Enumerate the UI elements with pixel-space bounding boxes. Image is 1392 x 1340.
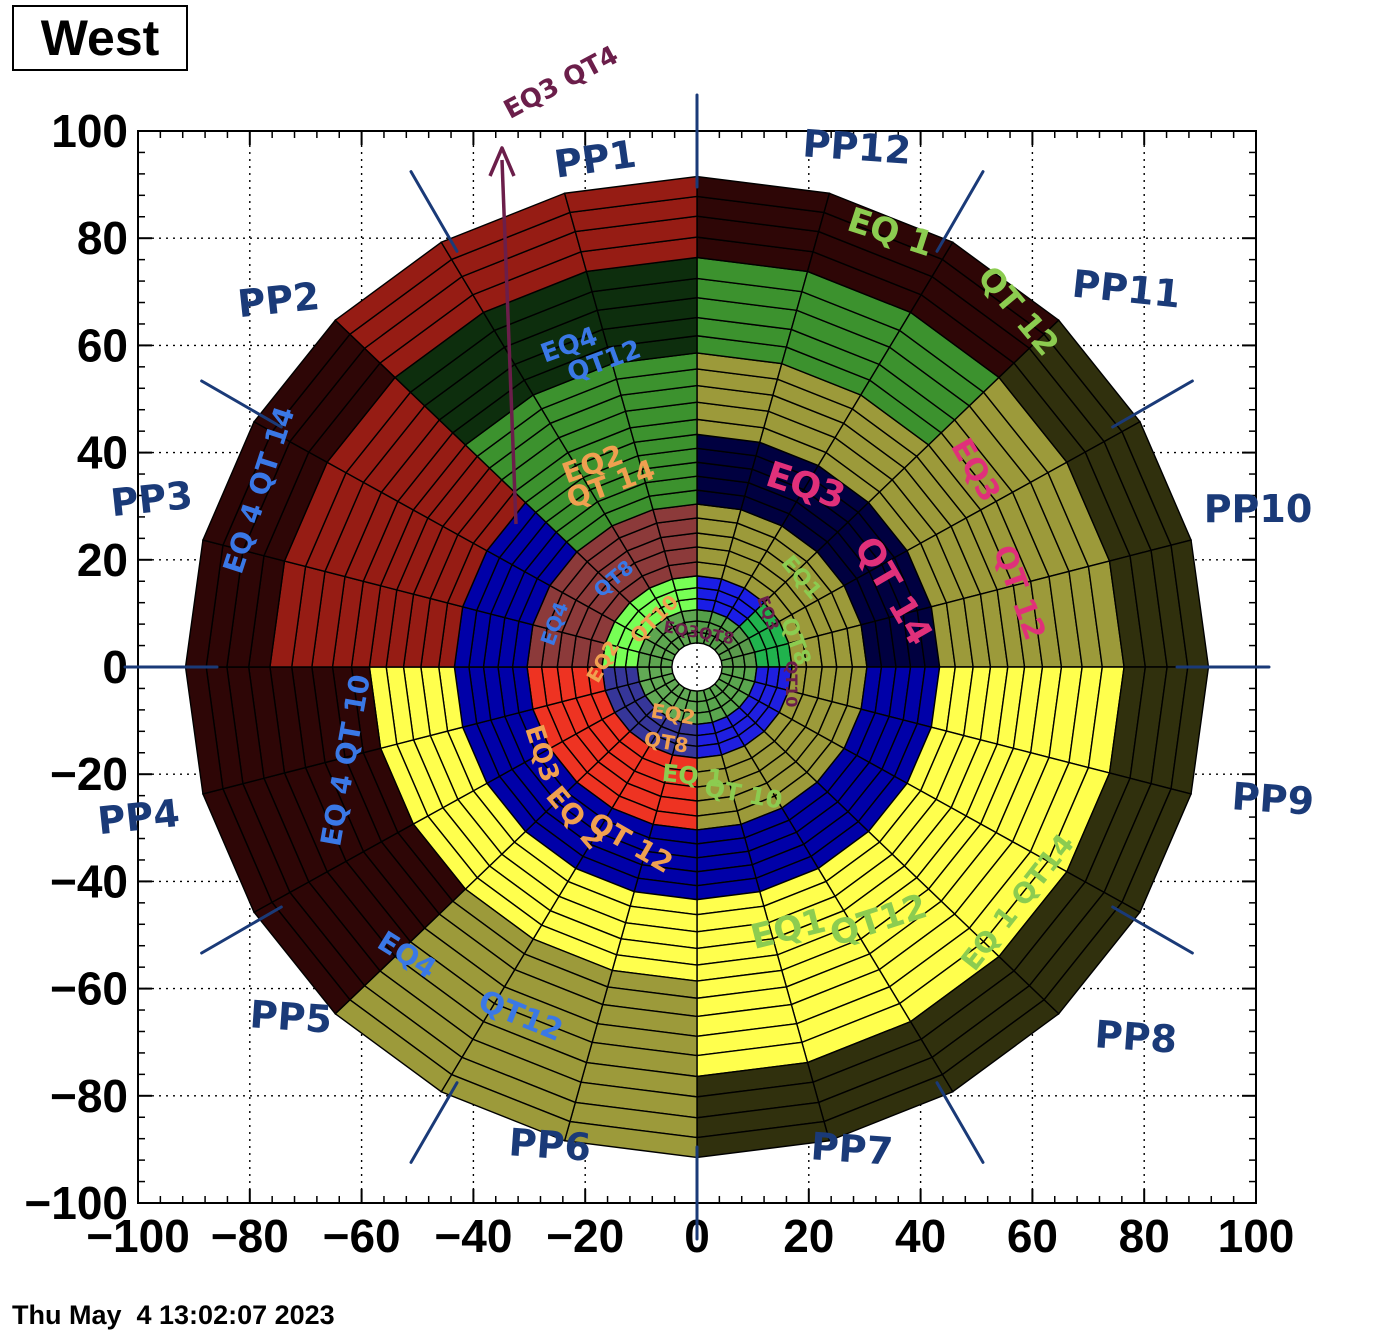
x-tick-label: 60 (1007, 1210, 1058, 1262)
y-tick-label: −20 (50, 748, 128, 800)
pp-label: PP9 (1230, 774, 1315, 824)
x-tick-label: −100 (86, 1210, 190, 1262)
timestamp: Thu May 4 13:02:07 2023 (12, 1300, 335, 1330)
y-tick-label: −40 (50, 855, 128, 907)
pp-label: PP12 (801, 121, 912, 172)
divider-stroke (200, 905, 283, 955)
x-tick-label: −20 (546, 1210, 624, 1262)
x-tick-label: 20 (783, 1210, 834, 1262)
pp-label: PP4 (95, 791, 181, 843)
pp-label: PP8 (1093, 1012, 1178, 1062)
eq-qt-label: EQ 1 (661, 759, 725, 793)
pp-label: PP7 (809, 1124, 894, 1174)
chart-title-box: West (12, 5, 188, 71)
x-tick-label: −40 (434, 1210, 512, 1262)
chart-title: West (40, 10, 160, 66)
y-tick-label: 80 (77, 212, 128, 264)
y-tick-label: 40 (77, 427, 128, 479)
pp-label: PP3 (108, 473, 194, 525)
divider-stroke (409, 170, 459, 253)
y-tick-label: −60 (50, 963, 128, 1015)
divider-stroke (200, 379, 283, 429)
arrow-label: EQ3 QT4 (499, 40, 623, 125)
divider-stroke (1111, 379, 1194, 429)
y-tick-label: 60 (77, 319, 128, 371)
ticks-layer: −100 −80 −60 −40 −20 0 20 40 60 80 100−100−80−60−4… (24, 105, 1294, 1262)
x-tick-label: −80 (211, 1210, 289, 1262)
arrow-shaft (500, 159, 518, 525)
divider-stroke (935, 1081, 985, 1164)
x-tick-label: 80 (1119, 1210, 1170, 1262)
pp-label: PP5 (248, 992, 333, 1042)
cells-layer (184, 175, 1210, 1159)
eq-qt-label: QT10 (782, 661, 801, 708)
x-tick-label: 100 (1218, 1210, 1295, 1262)
x-tick-label: −60 (323, 1210, 401, 1262)
y-tick-label: 100 (51, 105, 128, 157)
y-tick-label: −100 (24, 1177, 128, 1229)
x-tick-label: 40 (895, 1210, 946, 1262)
divider-stroke (1111, 905, 1194, 955)
y-tick-label: −80 (50, 1070, 128, 1122)
pp-label: PP2 (235, 274, 321, 326)
divider-stroke (409, 1081, 459, 1164)
divider-stroke (935, 170, 985, 253)
pp-label: PP10 (1204, 487, 1313, 531)
arrow-head (488, 146, 516, 177)
polar-segment-chart: −100 −80 −60 −40 −20 0 20 40 60 80 100−100−80−60−4… (24, 40, 1315, 1262)
pp-label: PP6 (507, 1120, 592, 1170)
y-tick-label: 20 (77, 534, 128, 586)
